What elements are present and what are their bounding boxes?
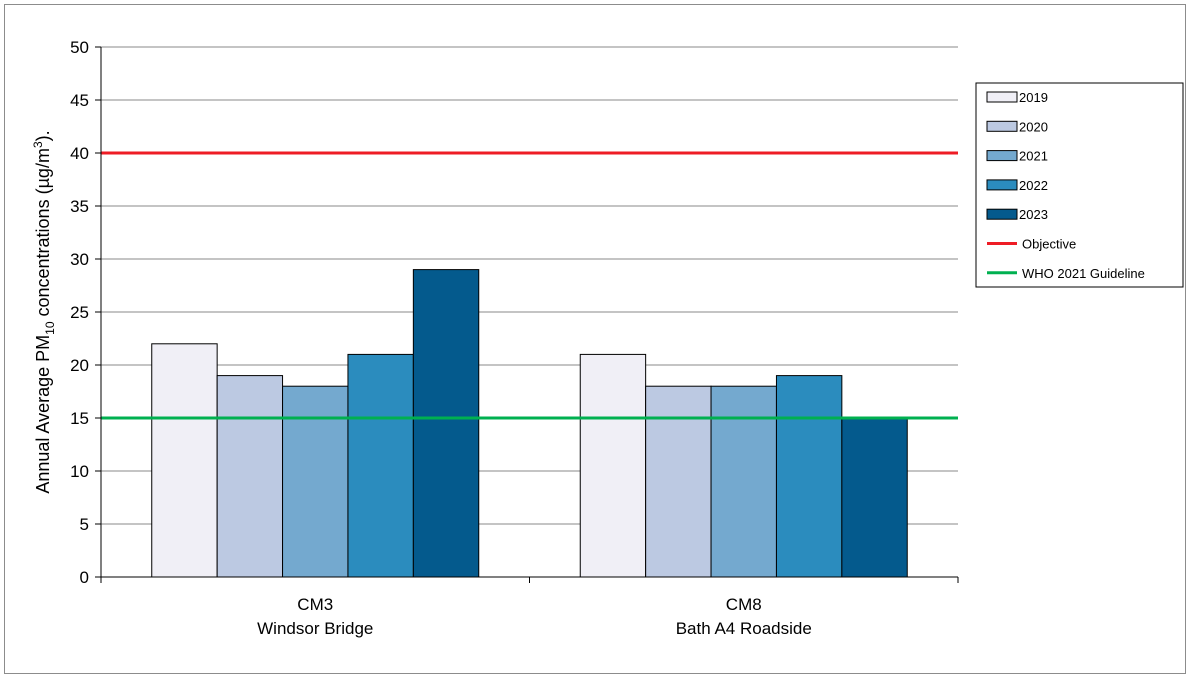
bar-2021-CM8 [710, 385, 777, 578]
y-tick-label: 45 [70, 91, 89, 110]
category-label: Windsor Bridge [257, 619, 373, 638]
category-label: Bath A4 Roadside [676, 619, 812, 638]
bar-2021-CM3 [282, 385, 349, 578]
y-tick-label: 50 [70, 38, 89, 57]
bar-2019-CM8 [579, 353, 647, 578]
y-axis-title-text: Annual Average PM [33, 335, 53, 494]
bars [151, 269, 908, 578]
legend-swatch-2022 [986, 179, 1018, 191]
y-tick-labels: 0 5 10 15 20 25 30 35 40 45 50 [70, 38, 89, 587]
legend-label: Objective [1022, 237, 1076, 252]
legend-label: 2019 [1019, 90, 1048, 105]
legend-label: 2021 [1019, 149, 1048, 164]
legend-label: WHO 2021 Guideline [1022, 266, 1145, 281]
bar-2023-CM3 [412, 269, 480, 578]
category-label: CM3 [297, 595, 333, 614]
legend-label: 2020 [1019, 119, 1048, 134]
legend: 2019 2020 2021 2022 2023 Objective WHO 2021 Gu… [975, 82, 1184, 288]
y-tick-label: 15 [70, 409, 89, 428]
bar-2020-CM3 [216, 375, 284, 578]
axes [95, 46, 959, 583]
y-tick-label: 25 [70, 303, 89, 322]
bar-2023-CM8 [841, 417, 908, 578]
y-axis-title-superscript: 3 [31, 141, 45, 148]
y-tick-label: 35 [70, 197, 89, 216]
bar-2020-CM8 [645, 385, 712, 578]
y-axis-title-text: ). [33, 130, 53, 141]
y-axis-title: Annual Average PM10 concentrations (µg/m… [31, 130, 57, 493]
category-label: CM8 [726, 595, 762, 614]
y-tick-label: 10 [70, 462, 89, 481]
y-tick-label: 20 [70, 356, 89, 375]
legend-label: 2022 [1019, 178, 1048, 193]
y-tick-label: 0 [80, 568, 89, 587]
y-axis-title-subscript: 10 [43, 321, 57, 335]
category-labels: CM3 Windsor Bridge CM8 Bath A4 Roadside [257, 595, 812, 638]
y-tick-label: 30 [70, 250, 89, 269]
y-tick-label: 40 [70, 144, 89, 163]
legend-swatch-2020 [986, 120, 1018, 132]
y-axis-title-text: concentrations (µg/m [33, 148, 53, 321]
bar-2019-CM3 [151, 343, 218, 578]
reference-lines [101, 151, 958, 420]
legend-label: 2023 [1019, 207, 1048, 222]
legend-swatch-2019 [986, 91, 1018, 103]
legend-swatch-2023 [986, 208, 1018, 220]
bar-2022-CM8 [775, 375, 843, 578]
y-tick-label: 5 [80, 515, 89, 534]
bar-2022-CM3 [347, 353, 414, 578]
legend-swatch-2021 [986, 150, 1018, 162]
